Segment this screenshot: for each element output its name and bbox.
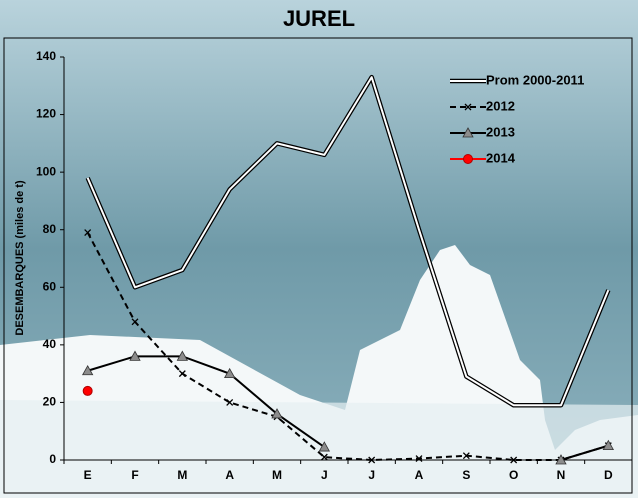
- marker-triangle: [223, 367, 236, 379]
- y-tick-label: 80: [43, 222, 57, 236]
- marker-x: [415, 455, 423, 463]
- series-line: [87, 355, 609, 461]
- x-tick-label: N: [557, 468, 566, 482]
- marker-x: [320, 453, 328, 461]
- legend-label: 2013: [486, 124, 515, 139]
- ice-shade: [0, 400, 638, 498]
- marker-triangle: [176, 350, 189, 361]
- legend-marker: [462, 127, 474, 138]
- marker-x: [510, 456, 518, 464]
- marker-x: [368, 456, 376, 464]
- y-axis-label: DESEMBARQUES (miles de t): [14, 180, 26, 336]
- chart-title: JUREL: [283, 6, 355, 31]
- legend-label: Prom 2000-2011: [486, 72, 584, 87]
- marker-x: [84, 229, 92, 237]
- x-tick-label: S: [462, 468, 470, 482]
- marker-circle: [82, 385, 93, 396]
- x-tick-label: M: [177, 468, 187, 482]
- legend-marker: [464, 103, 472, 111]
- y-tick-label: 60: [43, 279, 57, 293]
- legend-label: 2014: [486, 150, 516, 165]
- y-tick-label: 100: [36, 164, 56, 178]
- legend-label: 2012: [486, 98, 515, 113]
- y-tick-label: 120: [36, 107, 56, 121]
- x-tick-label: A: [225, 468, 234, 482]
- x-tick-label: A: [415, 468, 424, 482]
- x-tick-label: O: [509, 468, 518, 482]
- legend-marker: [463, 154, 473, 164]
- x-tick-label: J: [321, 468, 328, 482]
- series-line: [86, 76, 610, 407]
- plot-frame: [3, 37, 633, 494]
- marker-triangle: [318, 441, 331, 452]
- marker-triangle: [271, 408, 283, 419]
- y-tick-label: 140: [36, 49, 56, 63]
- marker-x: [226, 398, 234, 406]
- x-tick-label: M: [272, 468, 282, 482]
- y-tick-label: 0: [49, 452, 56, 466]
- marker-x: [462, 452, 470, 460]
- x-tick-label: E: [84, 468, 92, 482]
- marker-triangle: [602, 439, 615, 451]
- y-tick-label: 40: [43, 337, 57, 351]
- marker-triangle: [555, 454, 567, 465]
- x-tick-label: F: [131, 468, 138, 482]
- marker-x: [178, 370, 186, 378]
- x-tick-label: J: [368, 468, 375, 482]
- marker-triangle: [81, 364, 94, 376]
- series-line: [86, 232, 609, 462]
- y-tick-label: 20: [43, 395, 57, 409]
- marker-x: [131, 318, 139, 326]
- x-tick-label: D: [604, 468, 613, 482]
- marker-triangle: [129, 350, 141, 361]
